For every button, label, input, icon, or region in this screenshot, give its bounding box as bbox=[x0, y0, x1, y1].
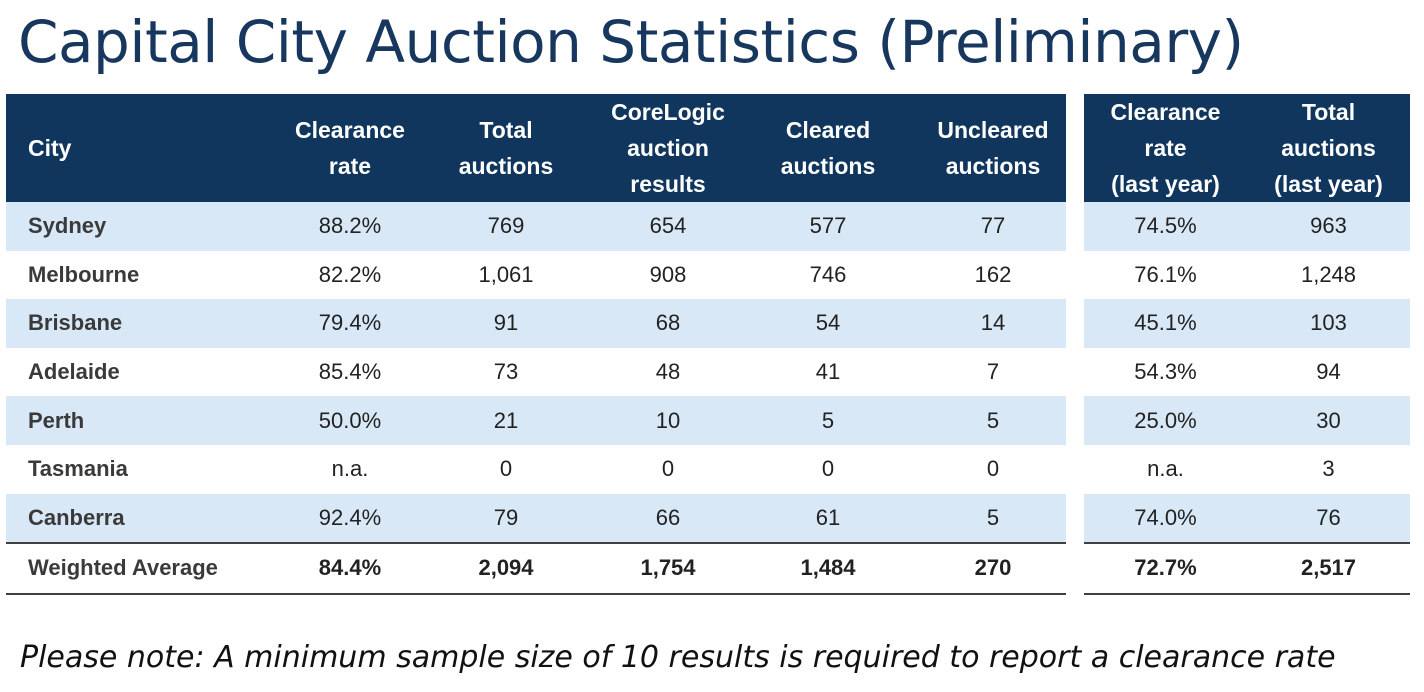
cell-city: Perth bbox=[6, 396, 288, 445]
cell-total-auctions-last-year: 76 bbox=[1247, 493, 1410, 544]
cell-total-auctions-last-year: 94 bbox=[1247, 347, 1410, 397]
header-clearance-rate: Clearance rate bbox=[288, 94, 412, 202]
cell-total-auctions: 2,094 bbox=[412, 542, 600, 595]
cell-total-auctions-last-year: 30 bbox=[1247, 396, 1410, 445]
cell-clearance-rate-last-year: 74.0% bbox=[1084, 493, 1247, 544]
cell-corelogic-results: 654 bbox=[600, 202, 736, 251]
cell-city: Canberra bbox=[6, 493, 288, 544]
sample-size-note: Please note: A minimum sample size of 10… bbox=[20, 640, 1336, 675]
cell-uncleared: 14 bbox=[920, 299, 1066, 348]
cell-corelogic-results: 10 bbox=[600, 396, 736, 445]
cell-cleared: 746 bbox=[736, 250, 920, 300]
header-cleared-auctions: Cleared auctions bbox=[736, 94, 920, 202]
cell-uncleared: 77 bbox=[920, 202, 1066, 251]
cell-corelogic-results: 0 bbox=[600, 444, 736, 494]
cell-clearance-rate-last-year: 76.1% bbox=[1084, 250, 1247, 300]
cell-total-auctions-last-year: 2,517 bbox=[1247, 542, 1410, 595]
table-header-row: City Clearance rate Total auctions CoreLog… bbox=[6, 94, 1066, 202]
cell-total-auctions: 1,061 bbox=[412, 250, 600, 300]
table-row: n.a. 3 bbox=[1084, 444, 1410, 494]
cell-corelogic-results: 48 bbox=[600, 347, 736, 397]
table-row: Tasmania n.a. 0 0 0 0 bbox=[6, 444, 1066, 494]
cell-uncleared: 270 bbox=[920, 542, 1066, 595]
header-corelogic-results: CoreLogic auction results bbox=[600, 94, 736, 202]
header-total-auctions: Total auctions bbox=[412, 94, 600, 202]
cell-cleared: 41 bbox=[736, 347, 920, 397]
cell-city: Weighted Average bbox=[6, 542, 288, 595]
cell-city: Tasmania bbox=[6, 444, 288, 494]
cell-total-auctions-last-year: 963 bbox=[1247, 202, 1410, 251]
header-city: City bbox=[6, 94, 288, 202]
cell-clearance-rate: 92.4% bbox=[288, 493, 412, 544]
cell-city: Brisbane bbox=[6, 299, 288, 348]
cell-corelogic-results: 908 bbox=[600, 250, 736, 300]
cell-total-auctions-last-year: 103 bbox=[1247, 299, 1410, 348]
cell-uncleared: 0 bbox=[920, 444, 1066, 494]
table-row: Canberra 92.4% 79 66 61 5 bbox=[6, 493, 1066, 544]
cell-total-auctions: 21 bbox=[412, 396, 600, 445]
table-row: Sydney 88.2% 769 654 577 77 bbox=[6, 202, 1066, 251]
cell-total-auctions: 73 bbox=[412, 347, 600, 397]
table-row: 74.5% 963 bbox=[1084, 202, 1410, 251]
table-row: Adelaide 85.4% 73 48 41 7 bbox=[6, 347, 1066, 397]
cell-clearance-rate-last-year: n.a. bbox=[1084, 444, 1247, 494]
table-row: 54.3% 94 bbox=[1084, 347, 1410, 397]
cell-corelogic-results: 68 bbox=[600, 299, 736, 348]
cell-clearance-rate: n.a. bbox=[288, 444, 412, 494]
cell-total-auctions: 769 bbox=[412, 202, 600, 251]
table-row: 76.1% 1,248 bbox=[1084, 250, 1410, 300]
cell-total-auctions: 91 bbox=[412, 299, 600, 348]
cell-clearance-rate-last-year: 45.1% bbox=[1084, 299, 1247, 348]
cell-uncleared: 5 bbox=[920, 396, 1066, 445]
table-row: Brisbane 79.4% 91 68 54 14 bbox=[6, 299, 1066, 348]
weighted-average-row: Weighted Average 84.4% 2,094 1,754 1,484… bbox=[6, 542, 1066, 595]
cell-city: Sydney bbox=[6, 202, 288, 251]
cell-clearance-rate: 50.0% bbox=[288, 396, 412, 445]
cell-clearance-rate: 85.4% bbox=[288, 347, 412, 397]
header-uncleared-auctions: Uncleared auctions bbox=[920, 94, 1066, 202]
cell-uncleared: 5 bbox=[920, 493, 1066, 544]
cell-total-auctions: 79 bbox=[412, 493, 600, 544]
cell-total-auctions: 0 bbox=[412, 444, 600, 494]
weighted-average-row: 72.7% 2,517 bbox=[1084, 542, 1410, 595]
cell-cleared: 0 bbox=[736, 444, 920, 494]
cell-city: Melbourne bbox=[6, 250, 288, 300]
header-clearance-rate-last-year: Clearance rate (last year) bbox=[1084, 94, 1247, 202]
last-year-table: Clearance rate (last year) Total auctions (l… bbox=[1084, 94, 1410, 595]
cell-cleared: 5 bbox=[736, 396, 920, 445]
cell-clearance-rate: 79.4% bbox=[288, 299, 412, 348]
cell-uncleared: 162 bbox=[920, 250, 1066, 300]
table-row: 45.1% 103 bbox=[1084, 299, 1410, 348]
cell-clearance-rate: 82.2% bbox=[288, 250, 412, 300]
auction-stats-table: City Clearance rate Total auctions CoreLog… bbox=[6, 94, 1066, 595]
table-row: Perth 50.0% 21 10 5 5 bbox=[6, 396, 1066, 445]
cell-clearance-rate-last-year: 25.0% bbox=[1084, 396, 1247, 445]
table-header-row: Clearance rate (last year) Total auctions (l… bbox=[1084, 94, 1410, 202]
table-row: 74.0% 76 bbox=[1084, 493, 1410, 544]
cell-uncleared: 7 bbox=[920, 347, 1066, 397]
cell-clearance-rate-last-year: 74.5% bbox=[1084, 202, 1247, 251]
cell-city: Adelaide bbox=[6, 347, 288, 397]
cell-total-auctions-last-year: 1,248 bbox=[1247, 250, 1410, 300]
cell-cleared: 61 bbox=[736, 493, 920, 544]
table-row: 25.0% 30 bbox=[1084, 396, 1410, 445]
header-total-auctions-last-year: Total auctions (last year) bbox=[1247, 94, 1410, 202]
cell-cleared: 1,484 bbox=[736, 542, 920, 595]
cell-clearance-rate: 88.2% bbox=[288, 202, 412, 251]
cell-corelogic-results: 1,754 bbox=[600, 542, 736, 595]
table-row: Melbourne 82.2% 1,061 908 746 162 bbox=[6, 250, 1066, 300]
cell-cleared: 577 bbox=[736, 202, 920, 251]
cell-clearance-rate-last-year: 54.3% bbox=[1084, 347, 1247, 397]
page-title: Capital City Auction Statistics (Prelimi… bbox=[18, 8, 1244, 76]
cell-corelogic-results: 66 bbox=[600, 493, 736, 544]
cell-total-auctions-last-year: 3 bbox=[1247, 444, 1410, 494]
cell-clearance-rate-last-year: 72.7% bbox=[1084, 542, 1247, 595]
cell-cleared: 54 bbox=[736, 299, 920, 348]
cell-clearance-rate: 84.4% bbox=[288, 542, 412, 595]
